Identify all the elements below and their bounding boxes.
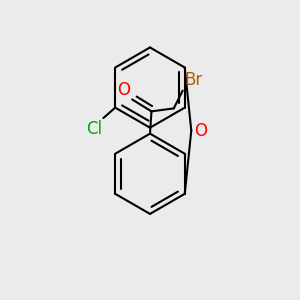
Text: Br: Br [184, 71, 202, 89]
Text: O: O [194, 122, 207, 140]
Text: O: O [117, 81, 130, 99]
Text: Cl: Cl [86, 119, 102, 137]
